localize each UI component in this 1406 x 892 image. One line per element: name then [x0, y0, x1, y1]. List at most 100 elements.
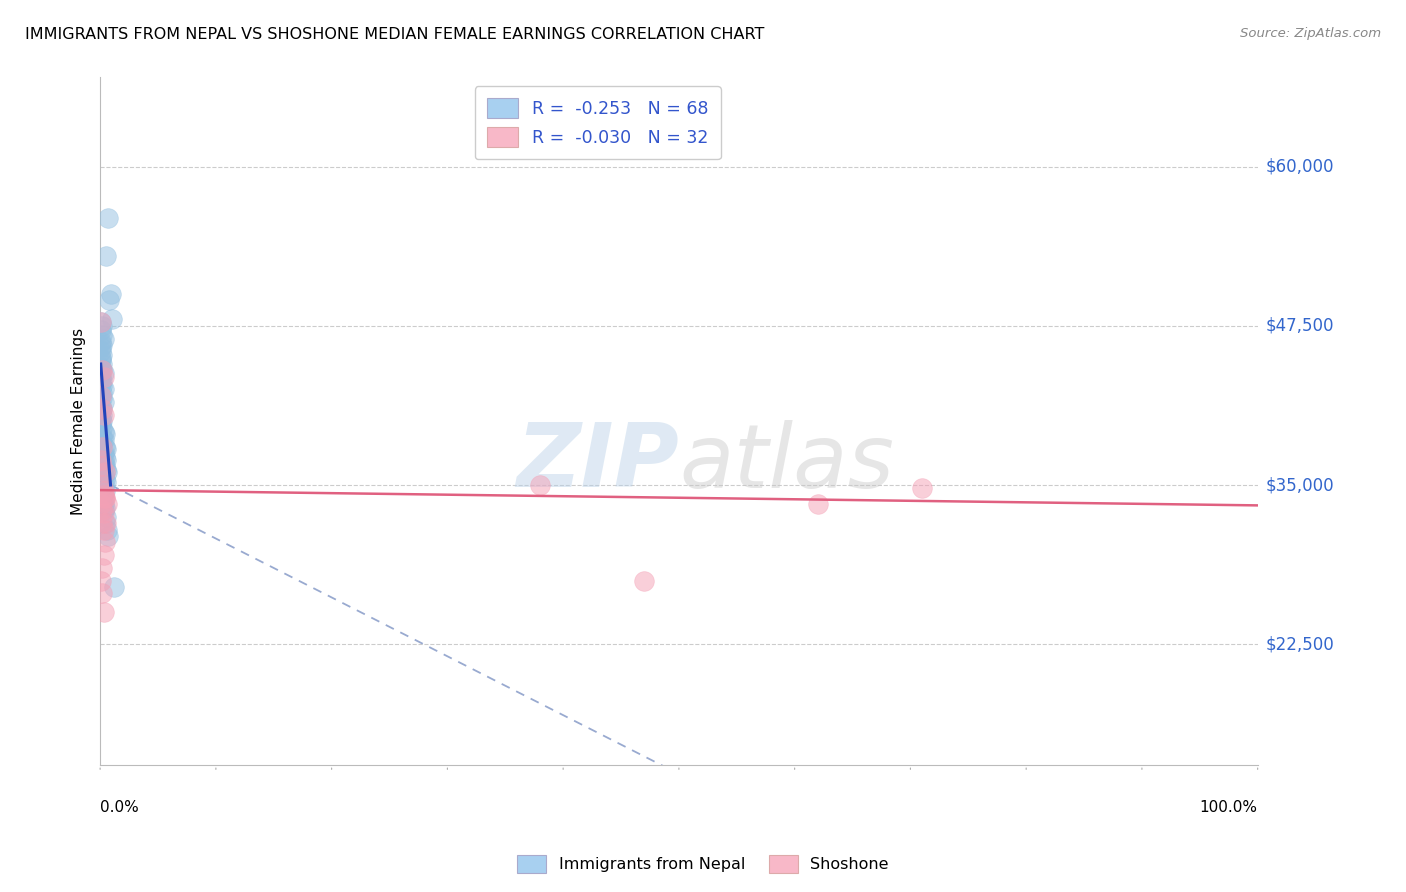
Text: atlas: atlas — [679, 419, 894, 506]
Text: $60,000: $60,000 — [1265, 158, 1334, 176]
Point — [94, 465, 117, 479]
Point — [93, 503, 115, 517]
Point — [529, 478, 551, 492]
Point — [90, 369, 112, 384]
Legend: R =  -0.253   N = 68, R =  -0.030   N = 32: R = -0.253 N = 68, R = -0.030 N = 32 — [475, 87, 721, 159]
Point — [90, 323, 112, 337]
Point — [633, 574, 655, 588]
Point — [90, 376, 112, 391]
Point — [90, 351, 112, 365]
Point — [91, 503, 114, 517]
Point — [90, 411, 112, 425]
Point — [94, 516, 117, 531]
Point — [91, 386, 114, 401]
Point — [96, 465, 118, 479]
Point — [94, 463, 117, 477]
Point — [93, 497, 115, 511]
Point — [90, 497, 112, 511]
Point — [93, 408, 115, 422]
Point — [90, 344, 112, 359]
Point — [91, 401, 114, 416]
Text: Source: ZipAtlas.com: Source: ZipAtlas.com — [1240, 27, 1381, 40]
Text: $22,500: $22,500 — [1265, 635, 1334, 653]
Point — [94, 516, 117, 531]
Point — [91, 429, 114, 443]
Point — [911, 481, 934, 495]
Point — [90, 404, 112, 418]
Point — [93, 488, 115, 502]
Point — [90, 315, 112, 329]
Point — [93, 606, 115, 620]
Point — [91, 392, 114, 406]
Point — [96, 523, 118, 537]
Point — [100, 312, 122, 326]
Point — [93, 467, 115, 482]
Point — [91, 363, 114, 377]
Point — [91, 458, 114, 473]
Point — [91, 318, 114, 333]
Text: $47,500: $47,500 — [1265, 317, 1334, 334]
Point — [93, 455, 115, 469]
Point — [91, 493, 114, 508]
Point — [90, 452, 112, 467]
Point — [94, 535, 117, 549]
Point — [93, 548, 115, 562]
Point — [807, 497, 830, 511]
Point — [94, 458, 117, 473]
Point — [91, 586, 114, 600]
Point — [93, 332, 115, 346]
Point — [91, 420, 114, 434]
Point — [94, 491, 117, 505]
Point — [100, 287, 122, 301]
Point — [97, 529, 120, 543]
Point — [96, 497, 118, 511]
Point — [94, 450, 117, 464]
Point — [93, 506, 115, 520]
Point — [93, 369, 115, 384]
Point — [94, 484, 117, 499]
Point — [91, 363, 114, 377]
Point — [91, 357, 114, 371]
Point — [94, 427, 117, 442]
Point — [98, 293, 121, 308]
Point — [93, 484, 115, 499]
Point — [93, 383, 115, 397]
Point — [93, 425, 115, 439]
Text: 100.0%: 100.0% — [1199, 799, 1258, 814]
Legend: Immigrants from Nepal, Shoshone: Immigrants from Nepal, Shoshone — [510, 848, 896, 880]
Point — [90, 574, 112, 588]
Point — [91, 488, 114, 502]
Point — [94, 249, 117, 263]
Point — [94, 509, 117, 524]
Point — [91, 401, 114, 416]
Point — [93, 434, 115, 448]
Point — [91, 338, 114, 352]
Point — [93, 446, 115, 460]
Point — [91, 440, 114, 454]
Point — [97, 211, 120, 225]
Point — [94, 442, 117, 457]
Point — [94, 491, 117, 505]
Point — [103, 580, 125, 594]
Point — [90, 417, 112, 431]
Point — [94, 452, 117, 467]
Point — [91, 327, 114, 342]
Point — [94, 500, 117, 515]
Point — [91, 561, 114, 575]
Point — [90, 335, 112, 350]
Point — [90, 353, 112, 368]
Point — [91, 374, 114, 388]
Point — [91, 378, 114, 392]
Point — [91, 437, 114, 451]
Point — [93, 366, 115, 380]
Point — [90, 389, 112, 403]
Point — [91, 478, 114, 492]
Point — [93, 491, 115, 505]
Text: $35,000: $35,000 — [1265, 476, 1334, 494]
Text: ZIP: ZIP — [516, 419, 679, 506]
Point — [94, 440, 117, 454]
Point — [91, 348, 114, 362]
Point — [93, 523, 115, 537]
Point — [91, 516, 114, 531]
Point — [90, 399, 112, 413]
